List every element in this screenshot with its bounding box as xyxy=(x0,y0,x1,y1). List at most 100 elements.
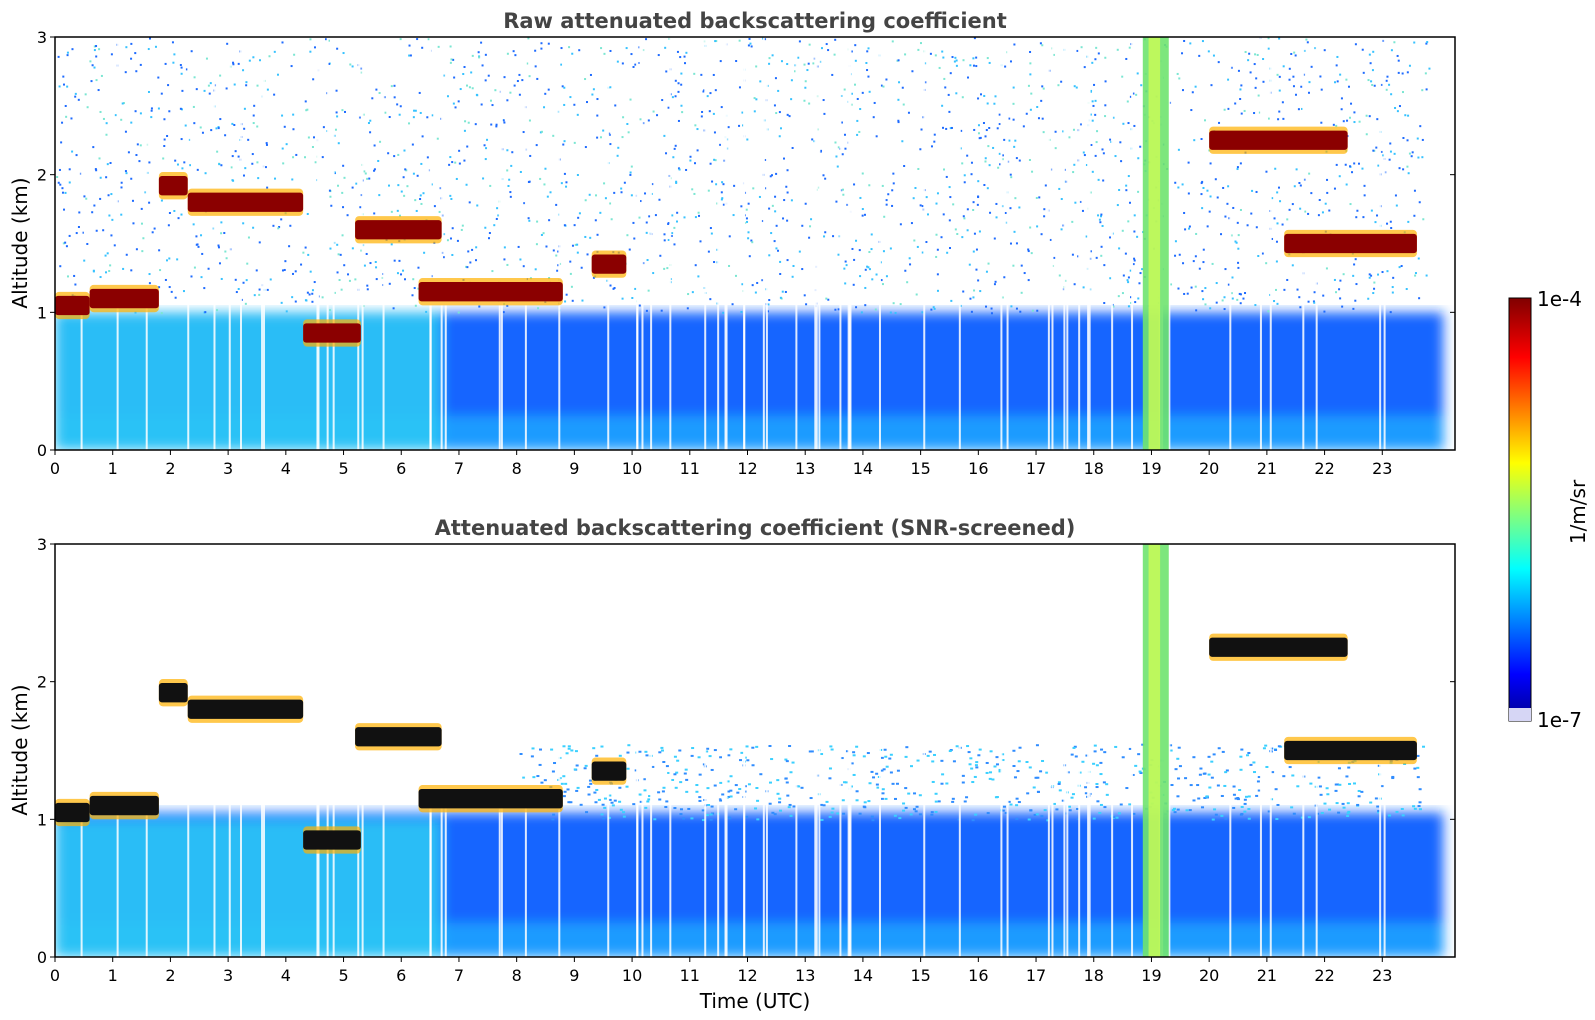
noise-pixel xyxy=(986,187,989,190)
gap-stripe xyxy=(762,544,765,957)
noise-pixel xyxy=(144,191,147,194)
noise-pixel xyxy=(634,63,637,66)
signal-pixel xyxy=(613,799,617,802)
noise-pixel xyxy=(746,220,749,223)
noise-pixel xyxy=(1182,262,1185,265)
noise-pixel xyxy=(1209,162,1212,165)
noise-pixel xyxy=(244,302,247,305)
signal-pixel xyxy=(1234,797,1238,800)
noise-pixel xyxy=(667,238,670,241)
signal-pixel xyxy=(768,745,772,748)
noise-pixel xyxy=(91,64,94,67)
noise-pixel xyxy=(216,309,219,312)
noise-pixel xyxy=(1305,38,1308,41)
noise-pixel xyxy=(1089,250,1092,253)
noise-pixel xyxy=(71,150,74,153)
noise-pixel xyxy=(1127,220,1130,223)
noise-pixel xyxy=(972,57,975,60)
gap-stripe xyxy=(607,544,610,957)
signal-pixel xyxy=(1347,810,1351,813)
noise-pixel xyxy=(264,166,267,169)
signal-pixel xyxy=(553,762,557,765)
noise-pixel xyxy=(972,250,975,253)
noise-pixel xyxy=(972,201,975,204)
noise-pixel xyxy=(205,57,208,60)
noise-pixel xyxy=(738,124,741,127)
noise-pixel xyxy=(163,144,166,147)
signal-pixel xyxy=(743,756,747,759)
signal-pixel xyxy=(791,761,795,764)
noise-pixel xyxy=(856,97,859,100)
signal-pixel xyxy=(682,817,686,820)
gap-stripe xyxy=(641,37,644,450)
signal-pixel xyxy=(881,788,885,791)
noise-pixel xyxy=(140,207,143,210)
noise-pixel xyxy=(740,205,743,208)
noise-pixel xyxy=(1112,305,1115,308)
noise-pixel xyxy=(896,59,899,62)
noise-pixel xyxy=(340,288,343,291)
gap-stripe xyxy=(848,544,851,957)
noise-pixel xyxy=(527,37,530,40)
signal-pixel xyxy=(1320,812,1324,815)
noise-pixel xyxy=(225,257,228,260)
noise-pixel xyxy=(443,256,446,259)
noise-pixel xyxy=(1027,248,1030,251)
noise-pixel xyxy=(714,89,717,92)
noise-pixel xyxy=(497,214,500,217)
noise-pixel xyxy=(728,235,731,238)
noise-pixel xyxy=(1060,198,1063,201)
noise-pixel xyxy=(652,110,655,113)
noise-pixel xyxy=(364,172,367,175)
noise-pixel xyxy=(1183,39,1186,42)
noise-pixel xyxy=(329,247,332,250)
noise-pixel xyxy=(633,237,636,240)
noise-pixel xyxy=(1254,53,1257,56)
noise-pixel xyxy=(944,86,947,89)
noise-pixel xyxy=(1041,85,1044,88)
noise-pixel xyxy=(713,261,716,264)
noise-pixel xyxy=(490,123,493,126)
signal-pixel xyxy=(1074,755,1078,758)
noise-pixel xyxy=(456,239,459,242)
noise-pixel xyxy=(1019,310,1022,313)
noise-pixel xyxy=(1294,54,1297,57)
cloud-layer xyxy=(1209,130,1348,150)
noise-pixel xyxy=(403,194,406,197)
signal-pixel xyxy=(973,775,977,778)
noise-pixel xyxy=(835,155,838,158)
gap-stripe xyxy=(261,544,264,957)
noise-pixel xyxy=(904,269,907,272)
noise-pixel xyxy=(1369,62,1372,65)
noise-pixel xyxy=(251,153,254,156)
noise-pixel xyxy=(616,60,619,63)
noise-pixel xyxy=(56,176,59,179)
signal-pixel xyxy=(1197,797,1201,800)
signal-pixel xyxy=(907,792,911,795)
noise-pixel xyxy=(1391,291,1394,294)
noise-pixel xyxy=(1177,148,1180,151)
gap-stripe xyxy=(80,37,83,450)
signal-pixel xyxy=(1068,809,1072,812)
gap-stripe xyxy=(815,37,818,450)
noise-pixel xyxy=(495,123,498,126)
noise-pixel xyxy=(1394,106,1397,109)
noise-pixel xyxy=(700,115,703,118)
noise-pixel xyxy=(768,62,771,65)
noise-pixel xyxy=(977,195,980,198)
noise-pixel xyxy=(226,42,229,45)
signal-pixel xyxy=(768,781,772,784)
noise-pixel xyxy=(786,169,789,172)
noise-pixel xyxy=(522,131,525,134)
noise-pixel xyxy=(1089,191,1092,194)
noise-pixel xyxy=(870,233,873,236)
noise-pixel xyxy=(311,300,314,303)
noise-pixel xyxy=(426,156,429,159)
noise-pixel xyxy=(220,277,223,280)
noise-pixel xyxy=(552,249,555,252)
noise-pixel xyxy=(487,74,490,77)
noise-pixel xyxy=(1001,296,1004,299)
noise-pixel xyxy=(693,192,696,195)
noise-pixel xyxy=(1230,234,1233,237)
noise-pixel xyxy=(1227,185,1230,188)
